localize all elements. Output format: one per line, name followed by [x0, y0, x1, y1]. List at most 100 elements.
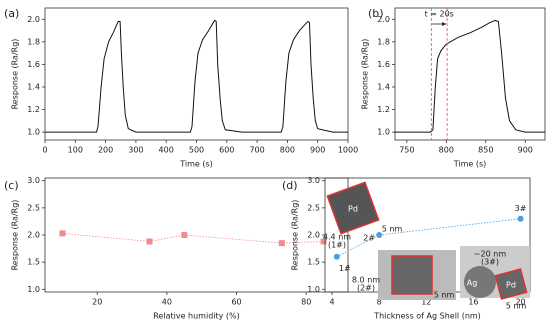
y-tick-label: 1.5 [27, 258, 40, 267]
y-tick-label: 3.0 [27, 176, 40, 185]
x-tick-label: 800 [280, 146, 295, 155]
particle [464, 266, 496, 298]
x-tick-label: 900 [518, 146, 533, 155]
response-line [45, 19, 348, 133]
x-tick-label: 8 [377, 298, 382, 307]
y-tick-label: 2.0 [27, 231, 40, 240]
y-tick-label: 1.4 [377, 82, 390, 91]
y-tick-label: 3.0 [307, 176, 320, 185]
point [59, 230, 66, 237]
point-label: 2# [363, 234, 375, 243]
x-tick-label: 800 [439, 146, 454, 155]
panel-label: (b) [368, 7, 384, 20]
inset-text: (1#) [328, 241, 346, 250]
y-tick-label: 1.8 [377, 37, 390, 46]
plot-frame [44, 177, 349, 293]
panel: (c) 20 40 60 80 1.0 1.5 2.0 2.5 3.0 Relative humid… [4, 176, 349, 321]
x-axis-label: Thickness of Ag Shell (nm) [373, 312, 481, 321]
y-tick-label: 1.2 [377, 105, 390, 114]
x-tick-label: 40 [162, 298, 172, 307]
inset-text: 5 nm [434, 291, 455, 300]
point [146, 238, 153, 245]
y-tick-label: 2.0 [27, 15, 40, 24]
panel-label: (d) [282, 179, 298, 192]
y-tick-label: 1.5 [307, 258, 320, 267]
inset-text: (2#) [357, 284, 375, 293]
x-tick-label: 20 [92, 298, 102, 307]
point-label: 3# [515, 204, 527, 213]
y-tick-label: 1.0 [27, 285, 40, 294]
x-tick-label: 600 [219, 146, 234, 155]
inset-1 [326, 181, 380, 235]
inset-2 [378, 250, 456, 300]
y-axis-label: Response (Ra/Rg) [291, 200, 300, 271]
panel: (d) 4 8 12 16 20 1.0 1.5 2.0 2.5 3.0 Thickness of A… [282, 176, 531, 321]
x-tick-label: 200 [98, 146, 113, 155]
x-tick-label: 60 [231, 298, 241, 307]
y-tick-label: 1.8 [27, 37, 40, 46]
inset-text: Ag [467, 279, 478, 288]
y-tick-label: 2.0 [377, 15, 390, 24]
x-tick-label: 400 [159, 146, 174, 155]
x-tick-label: 4 [330, 298, 335, 307]
response-line [395, 19, 545, 133]
point [376, 232, 383, 238]
y-tick-label: 2.0 [307, 231, 320, 240]
inset-text: 5 nm [382, 225, 403, 234]
annotation: t = 20s [425, 10, 454, 19]
x-axis-label: Time (s) [179, 160, 213, 169]
panel-label: (c) [4, 179, 19, 192]
y-tick-label: 1.2 [27, 105, 40, 114]
inset-3 [460, 246, 530, 300]
y-tick-label: 1.4 [27, 82, 40, 91]
x-tick-label: 0 [42, 146, 47, 155]
x-tick-label: 700 [249, 146, 264, 155]
panel-label: (a) [4, 7, 19, 20]
point-label: 1# [339, 264, 351, 273]
x-tick-label: 16 [468, 298, 478, 307]
y-tick-label: 2.5 [27, 203, 40, 212]
inset-text: Pd [506, 281, 516, 290]
y-tick-label: 1.0 [307, 285, 320, 294]
x-tick-label: 100 [68, 146, 83, 155]
inset-text: ~20 nm [474, 250, 506, 259]
x-tick-label: 750 [399, 146, 414, 155]
x-tick-label: 850 [478, 146, 493, 155]
y-tick-label: 1.0 [377, 128, 390, 137]
inset-text: 8.0 nm [352, 276, 380, 285]
inset-text: (3#) [481, 258, 499, 267]
x-tick-label: 1000 [338, 146, 358, 155]
y-tick-label: 1.6 [377, 60, 390, 69]
y-tick-label: 1.6 [27, 60, 40, 69]
x-tick-label: 300 [128, 146, 143, 155]
x-tick-label: 20 [515, 298, 525, 307]
y-axis-label: Response (Ra/Rg) [361, 39, 370, 110]
x-axis-label: Time (s) [453, 160, 487, 169]
inset-text: Pd [348, 205, 358, 214]
arrow-head [442, 22, 447, 26]
x-tick-label: 12 [421, 298, 431, 307]
point [278, 240, 285, 247]
particle [391, 255, 433, 295]
micrograph [326, 181, 380, 235]
inset-text: 5 nm [506, 302, 527, 311]
panel: (b) 750 800 850 900 1.0 1.2 1.4 1.6 1.8 2.0 Time (s… [361, 7, 546, 169]
point [320, 238, 327, 245]
panel: (a) 0 100 200 300 400 500 600 700 800 900 1000 1.0 1.… [4, 7, 358, 169]
x-axis-label: Relative humidity (%) [153, 312, 240, 321]
trend-line [336, 218, 521, 258]
point [333, 253, 340, 260]
trend-line [62, 233, 324, 244]
y-axis-label: Response (Ra/Rg) [11, 39, 20, 110]
point [517, 215, 524, 222]
particle [494, 268, 528, 300]
point [181, 232, 188, 238]
y-tick-label: 1.0 [27, 128, 40, 137]
y-axis-label: Response (Ra/Rg) [11, 200, 20, 271]
y-tick-label: 2.5 [307, 203, 320, 212]
x-tick-label: 500 [189, 146, 204, 155]
inset-text: 4.4 nm [323, 233, 351, 242]
plot-frame [394, 7, 546, 141]
x-tick-label: 80 [301, 298, 311, 307]
